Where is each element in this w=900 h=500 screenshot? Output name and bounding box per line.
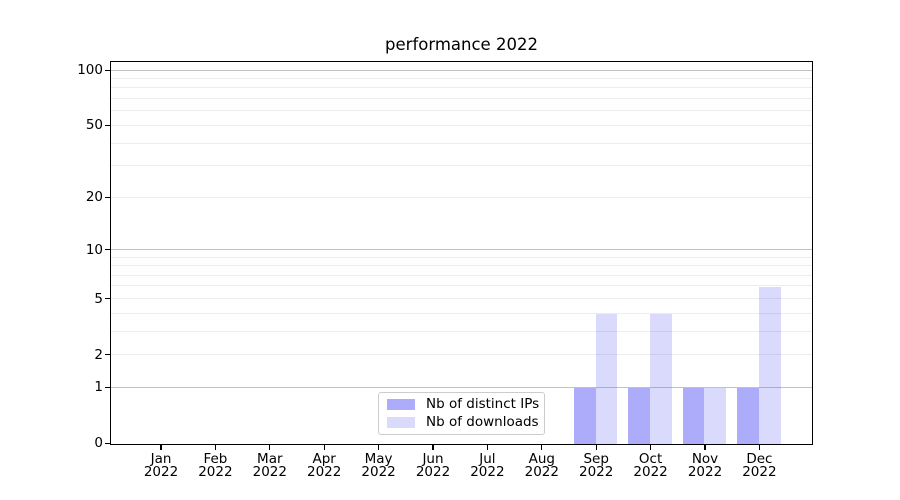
gridline-major-10	[111, 248, 812, 250]
gridline-minor-60	[111, 110, 812, 112]
x-tick-mark-jul	[486, 445, 489, 450]
legend-item-distinct-ips: Nb of distinct IPs	[387, 396, 540, 413]
y-tick-label-10: 10	[85, 241, 103, 258]
x-tick-mark-oct	[649, 445, 652, 450]
x-tick-label-sep: Sep 2022	[579, 450, 614, 480]
chart-title: performance 2022	[385, 35, 538, 54]
legend-swatch-distinct-ips	[387, 399, 415, 411]
gridline-minor-2	[111, 353, 812, 355]
legend-swatch-downloads	[387, 416, 415, 428]
bar-distinct-ips-oct	[628, 387, 650, 444]
y-tick-label-1: 1	[94, 379, 103, 396]
x-tick-mark-feb	[214, 445, 217, 450]
y-tick-label-20: 20	[85, 189, 103, 206]
plot-area	[110, 61, 813, 445]
x-tick-mark-may	[377, 445, 380, 450]
x-tick-label-feb: Feb 2022	[198, 450, 233, 480]
x-tick-label-oct: Oct 2022	[633, 450, 668, 480]
x-tick-mark-dec	[758, 445, 761, 450]
gridline-major-1	[111, 386, 812, 388]
x-tick-mark-apr	[323, 445, 325, 450]
y-tick-label-5: 5	[94, 290, 103, 307]
x-tick-label-jan: Jan 2022	[143, 450, 179, 480]
y-tick-label-100: 100	[77, 62, 103, 79]
x-tick-label-jun: Jun 2022	[415, 450, 451, 480]
x-tick-label-nov: Nov 2022	[687, 450, 723, 480]
gridline-minor-8	[111, 265, 812, 267]
gridline-minor-20	[111, 196, 812, 198]
bar-downloads-sep	[595, 313, 618, 444]
x-tick-mark-aug	[541, 445, 543, 450]
legend-label-distinct-ips: Nb of distinct IPs	[426, 396, 540, 413]
legend-label-downloads: Nb of downloads	[426, 413, 539, 430]
x-tick-mark-mar	[269, 445, 271, 450]
y-tick-mark-10	[104, 248, 110, 251]
y-tick-mark-1	[104, 386, 110, 389]
bar-downloads-oct	[650, 313, 672, 444]
bar-distinct-ips-nov	[682, 387, 705, 444]
y-tick-label-0: 0	[94, 435, 103, 452]
gridline-minor-80	[111, 87, 812, 89]
y-tick-mark-2	[104, 353, 110, 356]
legend-item-downloads: Nb of downloads	[387, 413, 539, 430]
gridline-minor-4	[111, 312, 812, 314]
gridline-minor-40	[111, 142, 812, 144]
gridline-major-100	[111, 69, 812, 71]
y-tick-mark-100	[104, 69, 110, 71]
gridline-minor-50	[111, 124, 812, 126]
x-tick-mark-jan	[160, 445, 162, 450]
y-tick-mark-20	[104, 196, 110, 198]
bar-downloads-nov	[704, 387, 727, 444]
y-tick-mark-50	[104, 124, 110, 127]
x-tick-label-may: May 2022	[361, 450, 396, 480]
y-tick-mark-5	[104, 297, 110, 300]
y-tick-label-2: 2	[94, 346, 103, 363]
gridline-minor-7	[111, 274, 812, 276]
x-tick-label-dec: Dec 2022	[742, 450, 777, 480]
bar-distinct-ips-dec	[737, 387, 759, 444]
gridline-minor-30	[111, 165, 812, 167]
gridline-minor-6	[111, 285, 812, 287]
x-tick-mark-sep	[595, 445, 597, 450]
x-tick-mark-jun	[432, 445, 434, 450]
legend: Nb of distinct IPs Nb of downloads	[378, 392, 545, 435]
gridline-minor-70	[111, 98, 812, 100]
x-tick-mark-nov	[704, 445, 706, 450]
x-tick-label-apr: Apr 2022	[307, 450, 342, 480]
y-tick-mark-0	[104, 442, 110, 445]
gridline-minor-90	[111, 78, 812, 80]
x-tick-label-mar: Mar 2022	[252, 450, 287, 480]
bar-distinct-ips-sep	[573, 387, 596, 444]
x-tick-label-jul: Jul 2022	[470, 450, 505, 480]
gridline-minor-9	[111, 256, 812, 258]
y-tick-label-50: 50	[85, 117, 103, 134]
gridline-minor-3	[111, 330, 812, 332]
gridline-minor-5	[111, 297, 812, 299]
x-tick-label-aug: Aug 2022	[524, 450, 559, 480]
bar-downloads-dec	[758, 286, 781, 444]
